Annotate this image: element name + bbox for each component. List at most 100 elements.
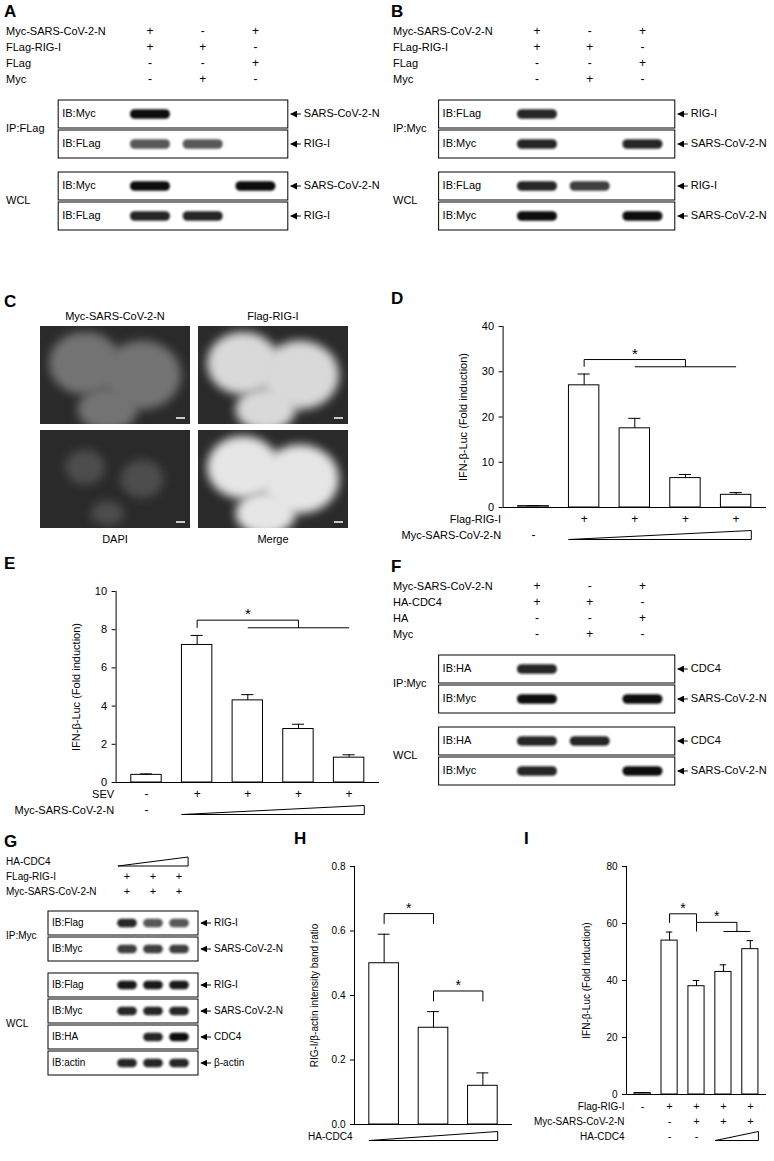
svg-text:+: +: [252, 56, 259, 70]
svg-text:SARS-CoV-2-N: SARS-CoV-2-N: [304, 107, 380, 119]
svg-text:-: -: [668, 1130, 672, 1142]
svg-text:FLag: FLag: [393, 57, 418, 69]
svg-text:+: +: [533, 579, 540, 593]
svg-text:-: -: [144, 787, 148, 801]
svg-text:IB:Myc: IB:Myc: [52, 1005, 83, 1016]
svg-text:+: +: [146, 24, 153, 38]
svg-text:40: 40: [606, 975, 618, 986]
svg-text:30: 30: [482, 365, 494, 377]
svg-text:Myc: Myc: [393, 628, 414, 640]
svg-text:Myc-SARS-CoV-2-N: Myc-SARS-CoV-2-N: [65, 310, 165, 322]
svg-text:+: +: [346, 787, 353, 801]
svg-text:-: -: [640, 595, 644, 609]
svg-text:-: -: [201, 56, 205, 70]
svg-text:-: -: [148, 72, 152, 86]
svg-text:*: *: [632, 345, 638, 362]
svg-text:RIG-I: RIG-I: [691, 107, 717, 119]
svg-text:Myc-SARS-CoV-2-N: Myc-SARS-CoV-2-N: [6, 25, 106, 37]
svg-text:+: +: [682, 512, 689, 526]
svg-text:60: 60: [606, 918, 618, 929]
svg-text:-: -: [588, 579, 592, 593]
svg-text:HA-CDC4: HA-CDC4: [580, 1131, 625, 1142]
svg-text:+: +: [747, 1100, 753, 1112]
svg-text:Flag-RIG-I: Flag-RIG-I: [450, 513, 501, 525]
svg-text:4: 4: [101, 700, 107, 712]
svg-text:Myc-SARS-CoV-2-N: Myc-SARS-CoV-2-N: [534, 1116, 625, 1127]
svg-text:-: -: [201, 24, 205, 38]
svg-text:20: 20: [606, 1032, 618, 1043]
svg-text:F: F: [391, 557, 401, 576]
svg-text:-: -: [253, 40, 257, 54]
svg-text:IP:Myc: IP:Myc: [393, 677, 427, 689]
svg-text:-: -: [641, 1100, 645, 1112]
svg-text:+: +: [533, 40, 540, 54]
svg-text:IB:Myc: IB:Myc: [443, 764, 477, 776]
svg-text:IB:FLag: IB:FLag: [443, 179, 482, 191]
svg-text:+: +: [720, 1115, 726, 1127]
svg-text:WCL: WCL: [393, 194, 417, 206]
svg-text:-: -: [640, 627, 644, 641]
svg-text:B: B: [391, 2, 403, 21]
svg-text:+: +: [720, 1100, 726, 1112]
svg-text:IP:Myc: IP:Myc: [6, 930, 37, 941]
svg-text:FLag-RIG-I: FLag-RIG-I: [6, 871, 56, 882]
svg-text:HA-CDC4: HA-CDC4: [308, 1131, 353, 1142]
svg-text:+: +: [533, 595, 540, 609]
svg-text:0.0: 0.0: [332, 1119, 346, 1130]
svg-text:0.4: 0.4: [332, 990, 346, 1001]
svg-text:WCL: WCL: [393, 749, 417, 761]
svg-text:+: +: [199, 72, 206, 86]
svg-text:IP:FLag: IP:FLag: [6, 122, 45, 134]
svg-text:Flag-RIG-I: Flag-RIG-I: [247, 310, 298, 322]
svg-text:RIG-I: RIG-I: [304, 209, 330, 221]
svg-text:IB:Myc: IB:Myc: [62, 179, 96, 191]
svg-text:+: +: [639, 56, 646, 70]
svg-text:40: 40: [482, 320, 494, 332]
svg-text:+: +: [150, 870, 156, 882]
svg-text:-: -: [535, 56, 539, 70]
svg-text:0: 0: [488, 501, 494, 513]
svg-text:2: 2: [101, 738, 107, 750]
svg-text:RIG-I: RIG-I: [214, 979, 238, 990]
svg-text:IFN-β-Luc (Fold induction): IFN-β-Luc (Fold induction): [457, 353, 469, 481]
svg-text:*: *: [406, 900, 412, 916]
svg-text:IB:HA: IB:HA: [52, 1031, 78, 1042]
svg-text:-: -: [535, 611, 539, 625]
svg-text:Myc: Myc: [6, 73, 27, 85]
svg-text:+: +: [146, 40, 153, 54]
svg-text:Myc-SARS-CoV-2-N: Myc-SARS-CoV-2-N: [393, 25, 493, 37]
svg-text:SARS-CoV-2-N: SARS-CoV-2-N: [691, 209, 767, 221]
svg-text:+: +: [693, 1115, 699, 1127]
svg-text:+: +: [693, 1100, 699, 1112]
svg-text:+: +: [244, 787, 251, 801]
svg-text:-: -: [531, 528, 535, 542]
svg-text:+: +: [124, 870, 130, 882]
svg-text:Myc-SARS-CoV-2-N: Myc-SARS-CoV-2-N: [393, 580, 493, 592]
svg-text:C: C: [4, 292, 16, 311]
svg-text:CDC4: CDC4: [214, 1031, 242, 1042]
svg-text:+: +: [124, 885, 130, 897]
svg-text:0.2: 0.2: [332, 1054, 346, 1065]
svg-text:SARS-CoV-2-N: SARS-CoV-2-N: [691, 764, 767, 776]
svg-text:20: 20: [482, 411, 494, 423]
svg-text:8: 8: [101, 623, 107, 635]
svg-text:+: +: [533, 24, 540, 38]
svg-text:+: +: [199, 40, 206, 54]
svg-text:0.8: 0.8: [332, 861, 346, 872]
svg-text:SARS-CoV-2-N: SARS-CoV-2-N: [214, 1005, 283, 1016]
svg-text:IB:FLag: IB:FLag: [62, 137, 101, 149]
svg-text:+: +: [639, 24, 646, 38]
svg-text:RIG-I: RIG-I: [304, 137, 330, 149]
svg-text:CDC4: CDC4: [691, 734, 721, 746]
svg-text:IB:Myc: IB:Myc: [443, 692, 477, 704]
svg-text:+: +: [666, 1100, 672, 1112]
svg-text:+: +: [586, 72, 593, 86]
svg-text:SARS-CoV-2-N: SARS-CoV-2-N: [304, 179, 380, 191]
svg-text:IB:Myc: IB:Myc: [443, 137, 477, 149]
svg-text:-: -: [535, 627, 539, 641]
svg-text:*: *: [455, 977, 461, 993]
svg-text:HA-CDC4: HA-CDC4: [6, 856, 51, 867]
svg-text:-: -: [668, 1115, 672, 1127]
svg-text:IFN-β-Luc (Fold induction): IFN-β-Luc (Fold induction): [581, 922, 592, 1038]
svg-text:IB:HA: IB:HA: [443, 734, 472, 746]
